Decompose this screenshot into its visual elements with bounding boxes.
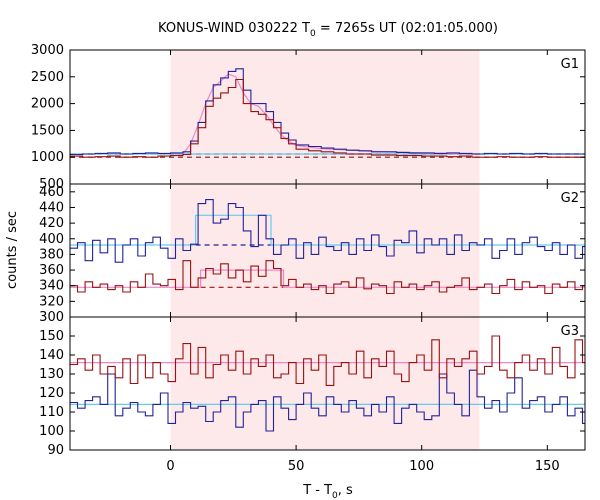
series-red	[70, 260, 585, 295]
y-tick-label: 2000	[31, 97, 64, 112]
y-tick-label: 140	[39, 348, 64, 363]
y-tick-label: 150	[39, 329, 64, 344]
title-subscript: 0	[310, 29, 316, 39]
y-tick-label: 1000	[31, 150, 64, 165]
y-tick-label: 320	[39, 294, 64, 309]
x-axis-label-subscript: 0	[332, 491, 338, 500]
series-blue	[70, 199, 585, 263]
x-tick-label: 150	[535, 459, 560, 474]
series-blue	[70, 68, 585, 156]
series-red	[70, 78, 585, 158]
panel-label-g2: G2	[561, 191, 579, 206]
y-tick-label: 440	[39, 200, 64, 215]
highlight-interval	[170, 317, 480, 450]
fit-line-0	[70, 214, 585, 246]
panel-frame	[69, 316, 586, 451]
panel-g3: 90 100 110 120 130 140 150 G3	[39, 316, 586, 458]
y-tick-label: 360	[39, 263, 64, 278]
highlight-interval	[170, 184, 480, 317]
panel-g1: 500 1000 1500 2000 2500 3000 G1	[31, 43, 586, 192]
y-tick-label: 3000	[31, 43, 64, 58]
y-tick-label: 380	[39, 247, 64, 262]
panel-label-g1: G1	[561, 57, 579, 72]
y-tick-label: 400	[39, 232, 64, 247]
y-tick-label: 120	[39, 386, 64, 401]
y-tick-label: 2500	[31, 70, 64, 85]
y-tick-label: 130	[39, 367, 64, 382]
y-tick-label: 1500	[31, 123, 64, 138]
highlight-interval	[170, 50, 480, 184]
panel-label-g3: G3	[561, 324, 579, 339]
y-tick-label: 340	[39, 279, 64, 294]
x-tick-label: 100	[409, 459, 434, 474]
y-tick-label: 90	[47, 443, 64, 458]
y-tick-label: 110	[39, 405, 64, 420]
panel-traces	[70, 68, 585, 158]
panel-traces	[70, 335, 585, 432]
chart-title: KONUS-WIND 030222 T0 = 7265s UT (02:01:0…	[158, 21, 498, 39]
y-tick-label: 420	[39, 216, 64, 231]
y-tick-label: 300	[39, 310, 64, 325]
series-red	[70, 335, 585, 386]
x-tick-label: 0	[166, 459, 174, 474]
y-tick-label: 460	[39, 185, 64, 200]
series-blue	[70, 369, 585, 432]
y-tick-label: 500	[39, 177, 64, 192]
x-axis-label: T - T0, s	[302, 483, 353, 500]
y-tick-label: 100	[39, 424, 64, 439]
y-axis-label: counts / sec	[5, 211, 20, 289]
panel-traces	[70, 199, 585, 295]
x-tick-label: 50	[288, 459, 305, 474]
